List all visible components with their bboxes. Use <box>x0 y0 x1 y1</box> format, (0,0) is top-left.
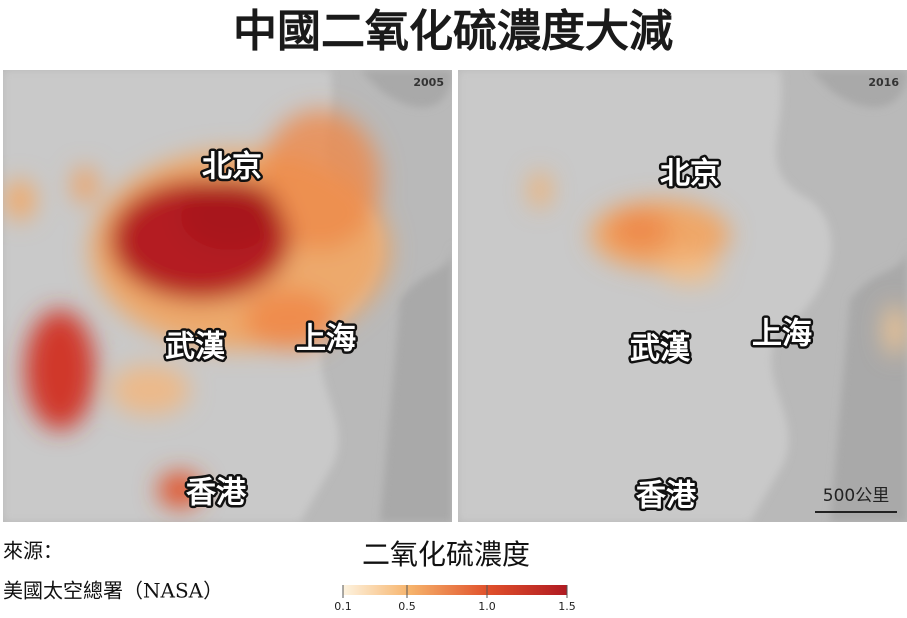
map-2005 <box>3 70 452 522</box>
tick-label: 0.1 <box>334 600 352 613</box>
city-label: 上海 <box>296 322 356 357</box>
city-label: 香港 <box>186 476 247 511</box>
city-label: 武漢 <box>165 330 226 365</box>
scale-label: 500公里 <box>823 486 889 506</box>
source-text: 美國太空總署（NASA） <box>3 579 223 603</box>
tick-label: 1.5 <box>558 600 576 613</box>
city-label: 香港 <box>636 479 697 514</box>
legend-title: 二氧化硫濃度 <box>362 538 530 571</box>
city-label: 北京 <box>202 150 262 185</box>
title: 中國二氧化硫濃度大減 <box>233 6 673 57</box>
tick-label: 1.0 <box>478 600 496 613</box>
tick-label: 0.5 <box>398 600 416 613</box>
map-2016 <box>458 70 907 522</box>
city-label: 北京 <box>660 157 720 192</box>
map-year: 2016 <box>868 76 899 89</box>
map-year: 2005 <box>413 76 444 89</box>
city-label: 武漢 <box>630 332 691 367</box>
city-label: 上海 <box>752 317 812 352</box>
legend-ticks: 0.1 0.5 1.0 1.5 <box>334 585 576 613</box>
source-label: 來源： <box>3 539 63 563</box>
color-bar <box>343 585 567 595</box>
